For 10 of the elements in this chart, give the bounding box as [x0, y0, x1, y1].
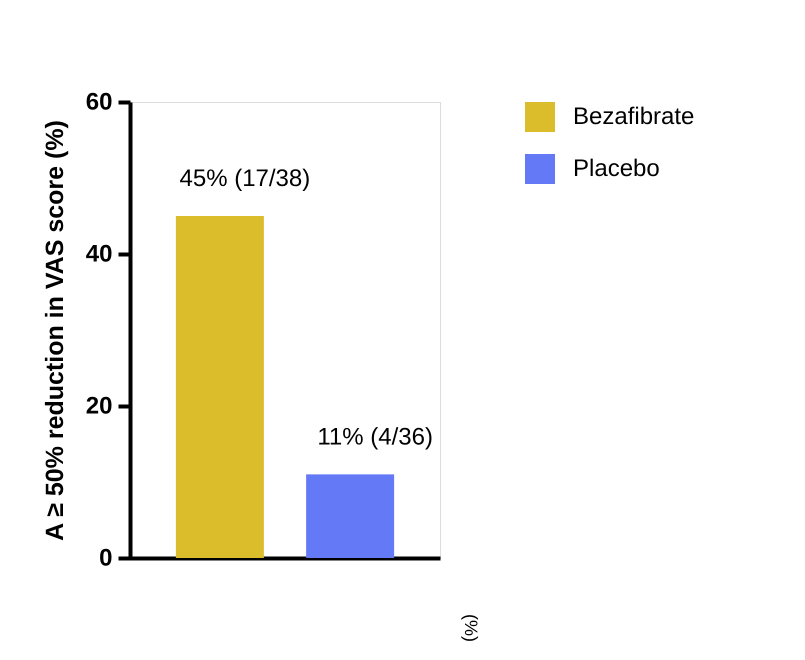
legend-label: Bezafibrate [573, 103, 694, 130]
y-axis-title: A ≥ 50% reduction in VAS score (%) [40, 120, 69, 541]
text: (%) [461, 614, 481, 642]
y-tick-label: 20 [86, 392, 112, 420]
y-tick-label: 60 [86, 88, 112, 116]
y-tick-label: 0 [99, 544, 112, 572]
data-label: 45% (17/38) [180, 165, 310, 192]
y-tick-label: 40 [86, 240, 112, 268]
data-label: 11% (4/36) [317, 423, 433, 450]
legend-label: Placebo [573, 155, 660, 182]
